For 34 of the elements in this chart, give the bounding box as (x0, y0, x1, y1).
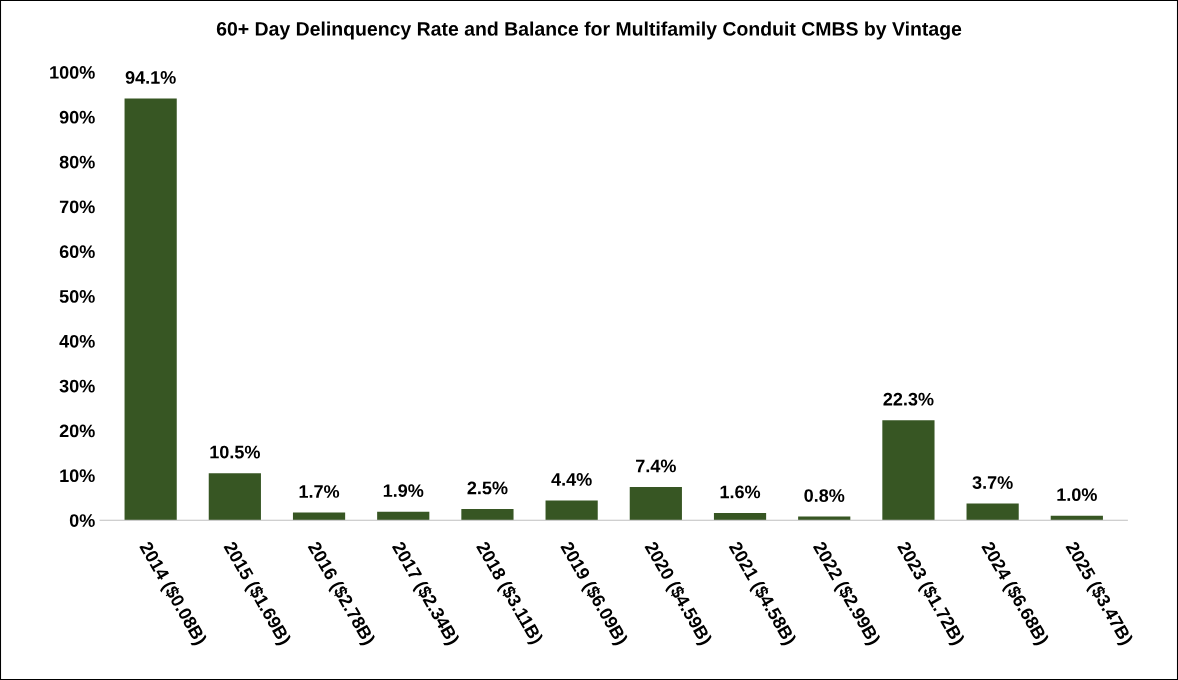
y-tick-label: 80% (59, 155, 95, 169)
y-tick-label: 0% (69, 514, 95, 527)
bar (713, 513, 767, 521)
bar (882, 420, 935, 521)
bar (629, 487, 682, 521)
bar (377, 511, 430, 521)
bar (966, 503, 1019, 521)
bar (208, 473, 261, 521)
data-label: 0.8% (804, 489, 845, 502)
y-tick-label: 90% (59, 110, 95, 124)
y-tick-label: 100% (50, 66, 95, 79)
y-tick-label: 20% (59, 424, 95, 438)
y-tick-label: 30% (59, 379, 95, 393)
data-label: 7.4% (636, 459, 676, 473)
data-label: 4.4% (551, 473, 592, 486)
data-label: 1.9% (383, 484, 424, 498)
y-tick-label: 10% (60, 469, 95, 483)
bar (461, 509, 514, 521)
y-tick-label: 40% (59, 334, 95, 348)
y-tick-label: 60% (59, 245, 95, 259)
data-label: 3.7% (972, 476, 1013, 489)
data-label: 1.6% (720, 485, 761, 499)
y-tick-label: 50% (59, 290, 95, 303)
bar (545, 500, 598, 521)
data-label: 10.5% (210, 445, 260, 459)
data-label: 22.3% (883, 392, 934, 406)
bar (292, 512, 346, 521)
y-tick-label: 70% (59, 200, 95, 214)
data-label: 2.5% (467, 481, 508, 495)
bar (124, 98, 177, 521)
data-label: 94.1% (125, 71, 176, 84)
data-label: 1.0% (1057, 488, 1097, 502)
chart-title: 60+ Day Delinquency Rate and Balance for Multifamily Conduit CMBS by Vintage (216, 21, 962, 40)
data-label: 1.7% (299, 485, 340, 498)
